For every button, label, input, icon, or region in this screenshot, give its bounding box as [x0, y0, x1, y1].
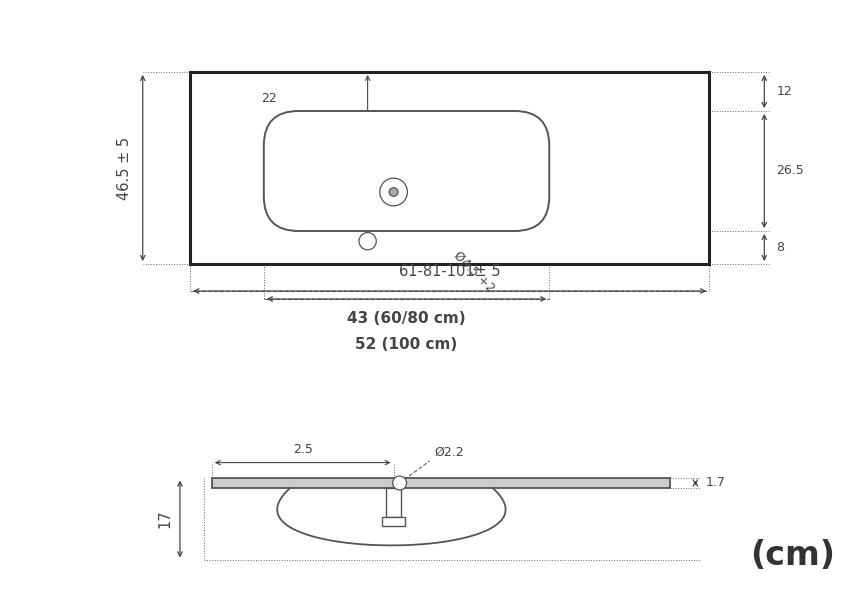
Text: 46.5 ± 5: 46.5 ± 5: [118, 136, 132, 200]
Text: (cm): (cm): [750, 539, 835, 572]
Text: 5.5: 5.5: [386, 140, 406, 153]
Text: Ø4.5 +2: Ø4.5 +2: [451, 249, 497, 295]
Text: 2.5: 2.5: [293, 443, 312, 455]
Bar: [190, 72, 709, 264]
FancyBboxPatch shape: [264, 111, 549, 231]
Text: 1.7: 1.7: [705, 476, 725, 490]
Bar: [381, 517, 406, 526]
Text: Ø2.2: Ø2.2: [434, 446, 465, 459]
Circle shape: [359, 233, 376, 250]
Circle shape: [393, 476, 407, 490]
Circle shape: [380, 178, 407, 206]
Text: Ø3.5: Ø3.5: [283, 169, 312, 182]
Text: 22: 22: [261, 92, 277, 105]
Text: 8: 8: [776, 241, 785, 254]
Text: 12: 12: [776, 85, 792, 98]
Bar: [212, 478, 670, 488]
Circle shape: [389, 188, 398, 196]
Text: 17: 17: [157, 509, 172, 529]
Text: 43 (60/80 cm): 43 (60/80 cm): [347, 311, 466, 326]
Bar: [386, 488, 401, 517]
Text: 26.5: 26.5: [776, 164, 804, 178]
Text: 61-81-101± 5: 61-81-101± 5: [399, 264, 501, 279]
Text: 52 (100 cm): 52 (100 cm): [356, 337, 458, 352]
